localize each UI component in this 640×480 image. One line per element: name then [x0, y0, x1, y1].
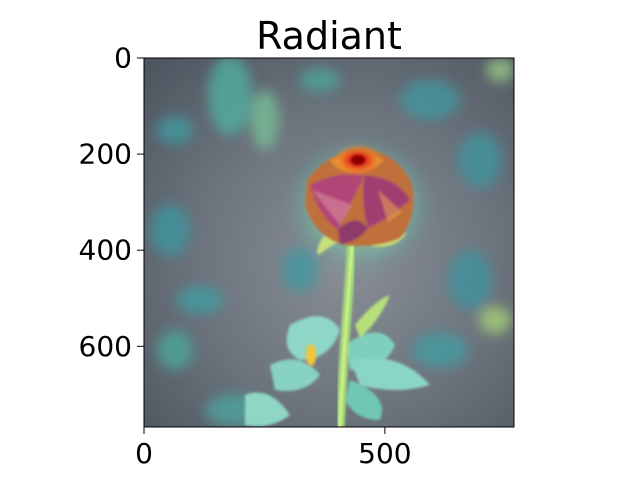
y-tick-label-600: 600: [79, 330, 132, 363]
y-axis: 0 200 400 600: [79, 42, 144, 363]
y-tick-label-200: 200: [79, 138, 132, 171]
chart-title: Radiant: [256, 14, 402, 58]
x-axis: 0 500: [135, 427, 412, 470]
y-tick-label-0: 0: [114, 42, 132, 75]
x-tick-label-0: 0: [135, 437, 153, 470]
axes-frame: [143, 57, 515, 428]
y-tick-label-400: 400: [79, 234, 132, 267]
x-tick-label-500: 500: [358, 437, 411, 470]
heatmap-image: [144, 58, 514, 427]
